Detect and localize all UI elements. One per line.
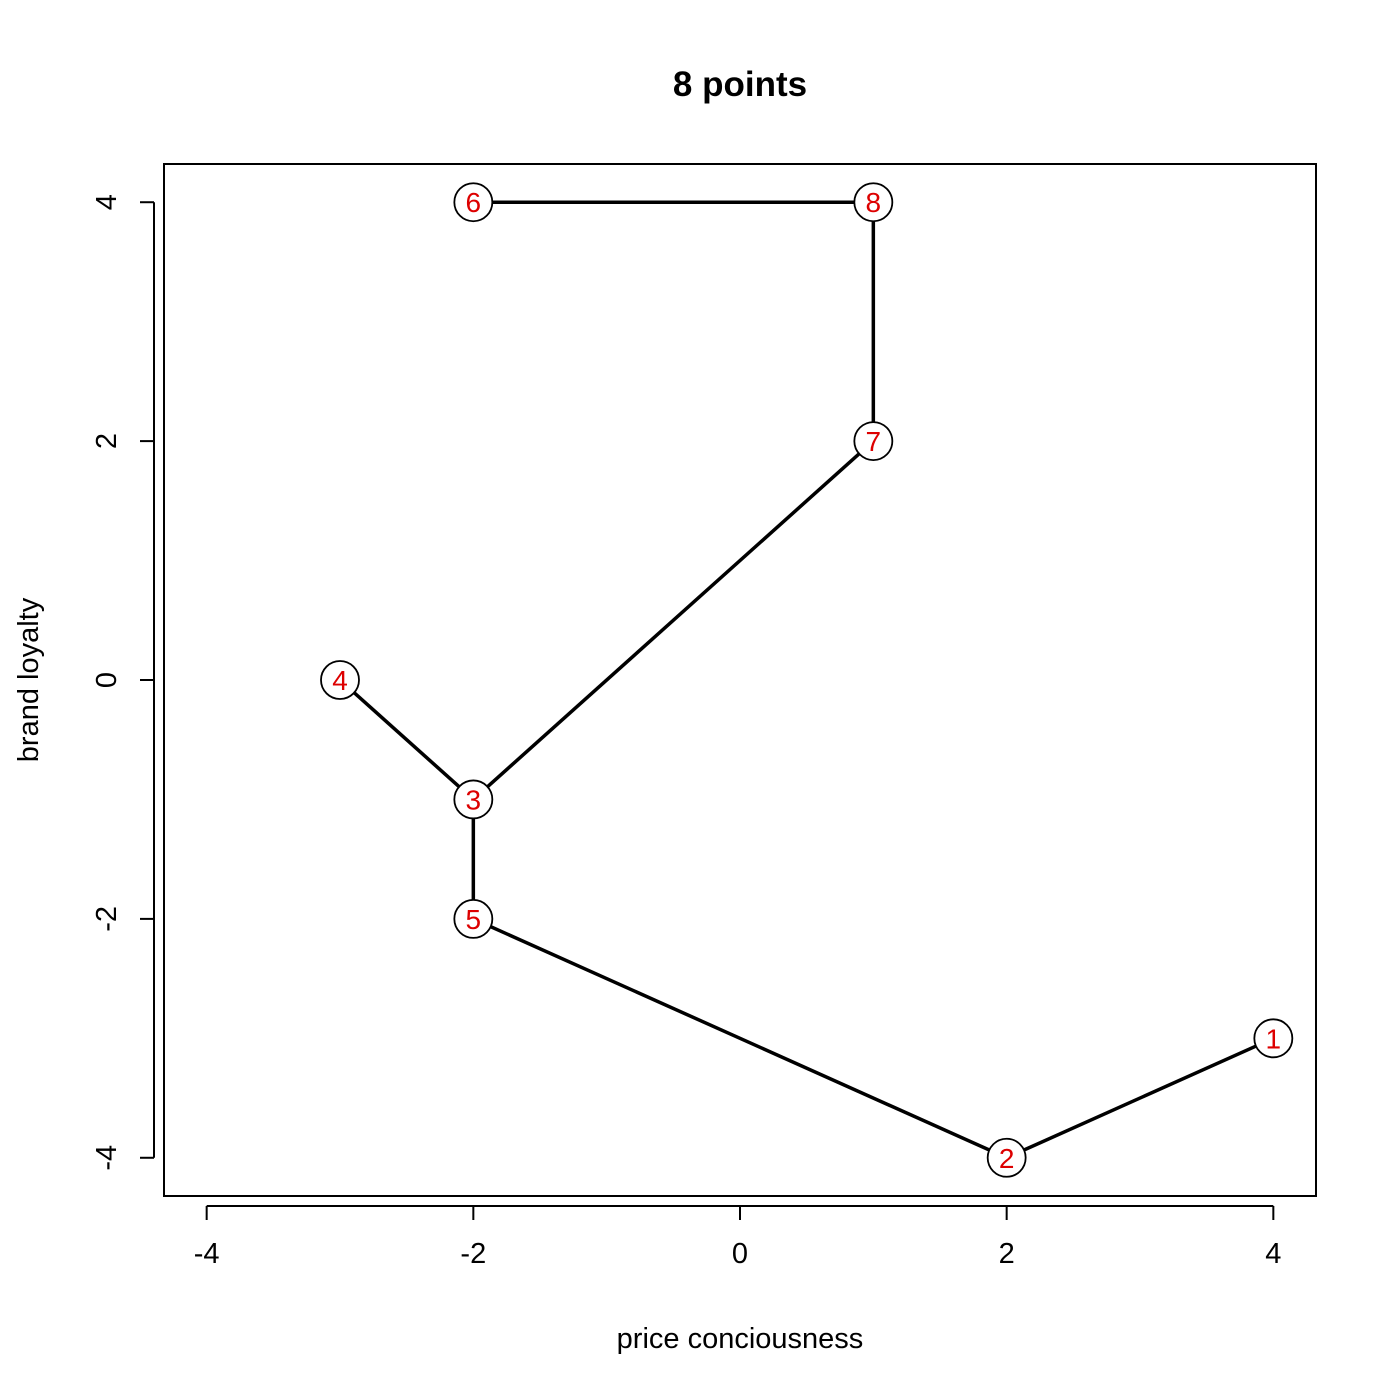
points: 1 2 3 4 5 6 7 8 — [320, 182, 1294, 1178]
edges — [338, 200, 1275, 1160]
point-label: 5 — [466, 904, 482, 935]
point-marker — [320, 660, 360, 700]
point-marker — [853, 182, 894, 223]
point-8: 8 — [853, 182, 894, 223]
point-label: 7 — [866, 426, 882, 457]
y-tick-label: 4 — [91, 194, 123, 210]
y-tick-label: 0 — [91, 672, 123, 688]
x-tick-label: 0 — [732, 1238, 748, 1270]
point-label: 2 — [999, 1143, 1015, 1174]
x-tick-label: 4 — [1265, 1238, 1281, 1270]
point-label: 6 — [466, 187, 482, 218]
y-axis: -4 -2 0 2 4 — [91, 194, 155, 1171]
point-3: 3 — [453, 779, 494, 820]
point-1: 1 — [1253, 1018, 1294, 1059]
point-7: 7 — [853, 421, 894, 462]
point-label: 3 — [466, 784, 482, 815]
point-4: 4 — [320, 660, 360, 700]
point-marker — [986, 1137, 1027, 1178]
point-marker — [453, 182, 494, 223]
point-marker — [453, 898, 494, 939]
edge-2-5 — [472, 917, 1008, 1160]
x-tick-label: -4 — [194, 1238, 220, 1270]
y-tick-label: -4 — [91, 1145, 123, 1171]
point-marker — [1253, 1018, 1294, 1059]
y-tick-label: 2 — [91, 433, 123, 449]
y-axis-title: brand loyalty — [13, 597, 45, 762]
edge-3-4 — [338, 678, 475, 801]
x-tick-label: 2 — [999, 1238, 1015, 1270]
x-axis-title: price conciousness — [617, 1323, 864, 1355]
edge-3-7 — [472, 439, 875, 801]
edge-1-2 — [1005, 1036, 1275, 1160]
point-5: 5 — [453, 898, 494, 939]
chart-title: 8 points — [673, 65, 807, 104]
point-label: 1 — [1266, 1023, 1282, 1054]
x-axis: -4 -2 0 2 4 — [194, 1205, 1281, 1270]
point-6: 6 — [453, 182, 494, 223]
y-tick-label: -2 — [91, 906, 123, 932]
point-2: 2 — [986, 1137, 1027, 1178]
point-marker — [853, 421, 894, 462]
point-label: 8 — [866, 187, 882, 218]
plot-frame — [163, 163, 1317, 1197]
point-marker — [453, 779, 494, 820]
point-label: 4 — [332, 665, 348, 696]
x-tick-label: -2 — [460, 1238, 486, 1270]
